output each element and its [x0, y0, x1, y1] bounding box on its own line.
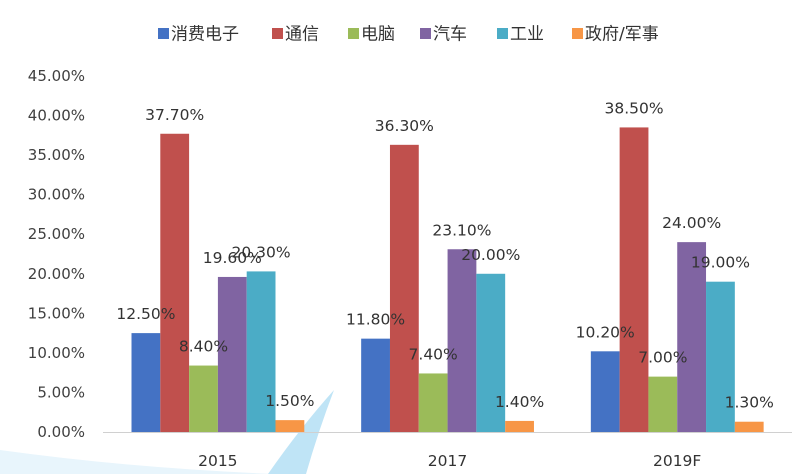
bar-series-1-2015 — [131, 333, 161, 432]
y-tick-label: 35.00% — [28, 146, 85, 164]
legend-label-series-3: 电脑 — [361, 25, 395, 45]
data-label-series-3-2015: 8.40% — [179, 338, 228, 356]
bar-series-5-2015 — [246, 271, 276, 432]
legend-swatch-series-4 — [420, 28, 431, 39]
data-label-series-1-2017: 11.80% — [346, 311, 405, 329]
x-category-label-2017: 2017 — [428, 452, 467, 470]
y-tick-label: 20.00% — [28, 265, 85, 283]
data-label-series-4-2015: 19.60% — [203, 249, 262, 267]
y-tick-label: 0.00% — [37, 423, 85, 441]
legend-label-series-1: 消费电子 — [171, 25, 239, 45]
bar-series-6-2017 — [505, 420, 534, 432]
data-label-series-2-2019F: 38.50% — [604, 99, 663, 117]
legend-swatch-series-5 — [497, 28, 508, 39]
bar-series-2-2019F — [619, 127, 649, 432]
bar-series-4-2017 — [447, 249, 477, 432]
data-label-series-1-2015: 12.50% — [116, 305, 175, 323]
bar-series-3-2019F — [648, 376, 678, 432]
data-label-series-1-2019F: 10.20% — [576, 323, 635, 341]
data-label-series-5-2019F: 19.00% — [691, 254, 750, 272]
y-axis: 0.00% 5.00% 10.00% 15.00% 20.00% 25.00% 30.00%… — [28, 67, 85, 441]
y-tick-label: 5.00% — [37, 383, 85, 401]
legend-swatch-series-1 — [158, 28, 169, 39]
bottom-left-arc-decoration — [0, 450, 275, 474]
bar-series-3-2017 — [418, 373, 448, 432]
x-category-label-2015: 2015 — [198, 452, 237, 470]
y-tick-label: 15.00% — [28, 304, 85, 322]
y-tick-label: 45.00% — [28, 67, 85, 85]
data-label-series-6-2015: 1.50% — [265, 392, 314, 410]
legend-label-series-6: 政府/军事 — [585, 25, 659, 45]
bar-series-5-2017 — [476, 273, 506, 432]
bar-series-1-2019F — [590, 351, 620, 432]
bar-series-4-2019F — [677, 242, 707, 432]
data-label-series-4-2019F: 24.00% — [662, 214, 721, 232]
y-tick-label: 10.00% — [28, 344, 85, 362]
legend: 消费电子 通信 电脑 汽车 工业 政府/军事 — [158, 25, 659, 45]
data-label-series-5-2017: 20.00% — [461, 246, 520, 264]
bar-series-2-2017 — [389, 144, 419, 432]
data-label-series-3-2017: 7.40% — [409, 345, 458, 363]
y-tick-label: 40.00% — [28, 107, 85, 125]
bars — [131, 127, 764, 433]
legend-label-series-5: 工业 — [510, 25, 544, 45]
data-label-series-2-2015: 37.70% — [145, 106, 204, 124]
legend-label-series-2: 通信 — [285, 25, 319, 45]
bar-series-6-2015 — [275, 420, 305, 432]
legend-swatch-series-6 — [572, 28, 583, 39]
bar-series-3-2015 — [189, 365, 218, 432]
data-label-series-5-2015: 20.30% — [232, 243, 291, 261]
data-label-series-3-2019F: 7.00% — [638, 349, 687, 367]
x-axis: 2015 2017 2019F — [198, 452, 701, 470]
legend-swatch-series-3 — [348, 28, 359, 39]
y-tick-label: 25.00% — [28, 225, 85, 243]
data-label-series-6-2017: 1.40% — [495, 393, 544, 411]
legend-label-series-4: 汽车 — [433, 25, 467, 45]
bar-series-4-2015 — [217, 276, 247, 432]
bar-series-1-2017 — [361, 338, 390, 432]
data-label-series-4-2017: 23.10% — [432, 221, 491, 239]
bar-series-2-2015 — [160, 133, 190, 433]
legend-swatch-series-2 — [272, 28, 283, 39]
data-labels: 12.50% 37.70% 8.40% 19.60%20.30% 1.50% 11.80%… — [116, 99, 774, 411]
y-tick-label: 30.00% — [28, 186, 85, 204]
data-label-series-2-2017: 36.30% — [375, 117, 434, 135]
x-category-label-2019F: 2019F — [653, 452, 701, 470]
bar-series-6-2019F — [734, 421, 764, 432]
data-label-series-6-2019F: 1.30% — [725, 394, 774, 412]
bar-series-5-2019F — [706, 281, 735, 432]
